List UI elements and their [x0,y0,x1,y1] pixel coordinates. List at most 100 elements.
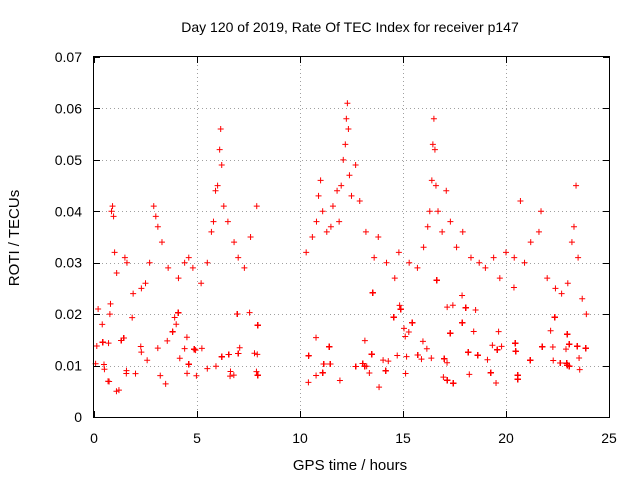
roti-point [447,218,454,225]
roti-point [313,218,320,225]
roti-point [476,259,483,266]
roti-point [254,322,261,329]
roti-point [184,370,191,377]
roti-point [216,146,223,153]
roti-point [110,213,117,220]
x-tick-label: 10 [292,430,308,446]
roti-point [376,384,383,391]
roti-point [108,208,115,215]
roti-point [329,203,336,210]
roti-point [439,228,446,235]
roti-point [390,314,397,321]
roti-point [305,379,312,386]
roti-point [340,156,347,163]
y-tick-label: 0.06 [55,100,82,116]
roti-point [414,264,421,271]
roti-point [453,244,460,251]
roti-point [402,333,409,340]
roti-point [366,370,373,377]
roti-point [142,280,149,287]
roti-point [470,328,477,335]
roti-point [459,319,466,326]
roti-point [146,259,153,266]
roti-point [498,343,505,350]
roti-point [220,203,227,210]
roti-point [346,172,353,179]
roti-point [344,100,351,107]
roti-point [423,345,430,352]
roti-point [246,309,253,316]
roti-point [510,284,517,291]
roti-point [101,366,108,373]
roti-point [424,223,431,230]
roti-point [552,285,559,292]
roti-point [396,302,403,309]
roti-point [368,351,375,358]
roti-point [175,309,182,316]
roti-point [130,290,137,297]
roti-point [380,357,387,364]
roti-point [106,311,113,318]
roti-point [154,345,161,352]
roti-point [566,341,573,348]
x-axis-label: GPS time / hours [293,457,407,474]
roti-point [319,208,326,215]
roti-point [154,223,161,230]
roti-point [120,335,127,342]
roti-point [409,319,416,326]
roti-point [575,254,582,261]
roti-point [432,182,439,189]
roti-point [414,351,421,358]
roti-point [191,346,198,353]
roti-point [429,141,436,148]
roti-point [369,289,376,296]
roti-point [323,228,330,235]
roti-point [185,254,192,261]
roti-point [564,362,571,369]
roti-point [371,254,378,261]
roti-point [336,218,343,225]
roti-point [105,378,112,385]
roti-point [319,369,326,376]
roti-point [327,223,334,230]
roti-point [132,370,139,377]
roti-point [253,203,260,210]
roti-point [303,249,310,256]
roti-point [241,264,248,271]
roti-point [99,339,106,346]
roti-point [352,162,359,168]
roti-point [419,338,426,345]
roti-point [444,377,451,384]
roti-point [564,280,571,287]
x-tick-label: 0 [90,430,98,446]
roti-point [547,327,554,334]
roti-point [343,115,350,122]
roti-point [224,218,231,225]
roti-point [212,187,219,194]
roti-point [496,275,503,282]
roti-point [334,187,341,194]
roti-point [137,343,144,350]
roti-point [495,328,502,335]
roti-point [313,372,320,379]
roti-point [430,115,437,122]
roti-point [165,264,172,271]
roti-point [521,259,528,266]
y-tick-label: 0.05 [55,152,82,168]
roti-point [406,259,413,266]
roti-point [431,146,438,153]
roti-point [317,177,324,184]
roti-point [527,239,534,246]
roti-point [397,306,404,313]
roti-point [111,249,118,256]
roti-point [484,356,491,363]
y-tick-labels: 0 0.01 0.02 0.03 0.04 0.05 0.06 0.07 [55,49,82,425]
roti-point [212,363,219,370]
roti-point [342,141,349,148]
y-tick-label: 0.02 [55,306,82,322]
roti-point [204,259,211,266]
roti-point [348,192,355,199]
roti-point [459,292,466,299]
x-tick-label: 25 [601,430,617,446]
